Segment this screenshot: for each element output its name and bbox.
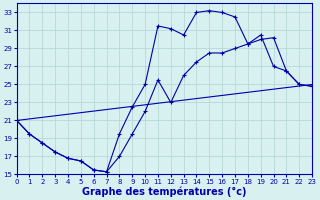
X-axis label: Graphe des températures (°c): Graphe des températures (°c) [82,186,247,197]
